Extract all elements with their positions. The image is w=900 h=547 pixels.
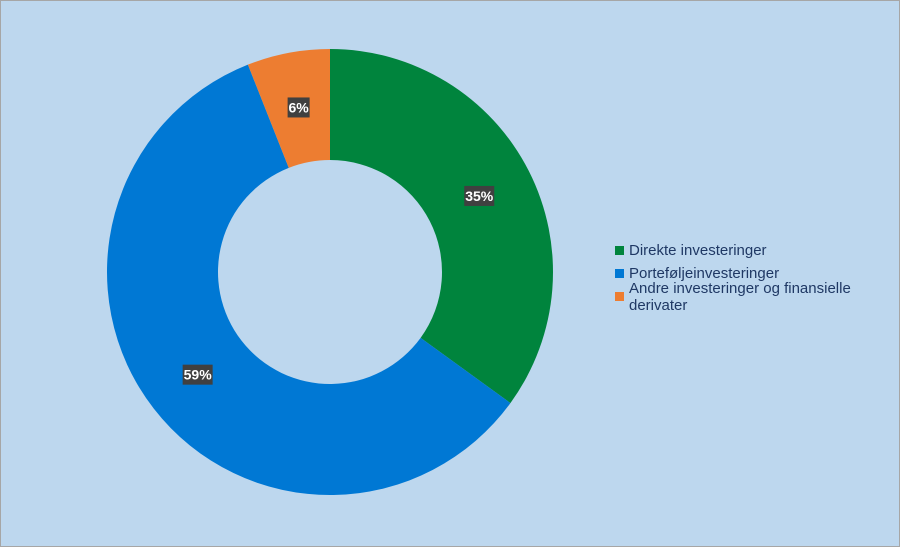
- legend-item-direkte: Direkte investeringer: [615, 239, 899, 262]
- data-label-text-portefolje: 59%: [184, 367, 213, 383]
- slice-direkte: [330, 49, 553, 404]
- data-label-text-direkte: 35%: [465, 188, 494, 204]
- legend-swatch-direkte: [615, 246, 624, 255]
- legend: Direkte investeringer Porteføljeinvester…: [615, 239, 899, 314]
- data-label-box-portefolje: [182, 364, 213, 385]
- data-label-text-andre: 6%: [288, 99, 309, 115]
- data-label-box-andre: [287, 97, 310, 118]
- legend-item-andre: Andre investeringer og finansielle deriv…: [615, 280, 899, 314]
- legend-swatch-portefolje: [615, 269, 624, 278]
- legend-swatch-andre: [615, 292, 624, 301]
- slice-portefolje: [107, 64, 511, 495]
- data-label-direkte: 35%: [464, 185, 495, 206]
- legend-item-portefolje: Porteføljeinvesteringer: [615, 262, 899, 285]
- data-label-box-direkte: [464, 185, 495, 206]
- data-label-andre: 6%: [287, 97, 310, 118]
- legend-label-andre: Andre investeringer og finansielle deriv…: [629, 279, 851, 314]
- data-label-portefolje: 59%: [182, 364, 213, 385]
- legend-label-portefolje: Porteføljeinvesteringer: [629, 265, 780, 282]
- legend-label-direkte: Direkte investeringer: [629, 242, 767, 259]
